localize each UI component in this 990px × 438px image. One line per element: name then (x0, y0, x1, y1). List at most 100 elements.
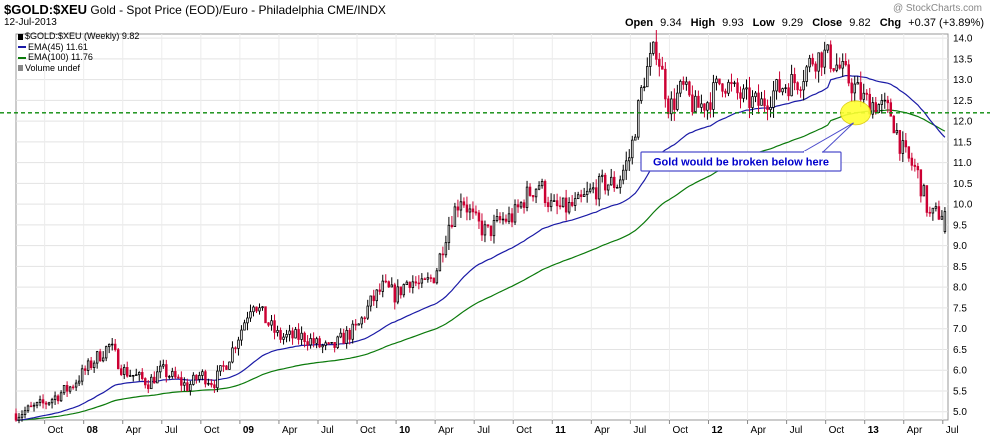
candle-body (168, 376, 171, 378)
candle-body (393, 284, 397, 303)
candle-body (679, 80, 682, 94)
candle-body (697, 95, 700, 108)
candle-body (616, 187, 619, 189)
candle-body (92, 362, 96, 368)
candle-body (934, 206, 938, 209)
candle-body (847, 64, 850, 84)
low-value: 9.29 (781, 17, 804, 29)
candle-body (80, 368, 84, 382)
candle-body (171, 371, 174, 377)
y-tick-label: 7.0 (953, 324, 967, 335)
candle-body (558, 205, 562, 208)
candle-body (901, 140, 905, 154)
open-value: 9.34 (660, 17, 682, 29)
legend-series: $GOLD:$XEU (Weekly) 9.82 (18, 31, 139, 42)
candle-body (600, 174, 604, 177)
candle-body (240, 329, 243, 341)
candle-body (35, 402, 39, 406)
x-tick-label: Apr (438, 425, 454, 436)
candle-body (546, 202, 550, 208)
candle-body (138, 372, 141, 376)
chg-label: Chg (879, 17, 902, 29)
candle-body (210, 382, 213, 386)
candle-body (189, 384, 192, 392)
candle-body (153, 376, 156, 384)
candle-body (498, 216, 502, 221)
candle-body (41, 399, 45, 404)
candle-body (925, 185, 929, 213)
candle-body (796, 82, 799, 91)
candle-body (919, 169, 923, 197)
candle-body (805, 66, 808, 82)
candle-body (480, 220, 484, 236)
candle-body (937, 206, 941, 220)
candle-body (333, 341, 336, 348)
candle-body (781, 88, 784, 93)
legend-ema45-label: EMA(45) 11.61 (28, 41, 88, 52)
x-tick-label: Apr (751, 425, 767, 436)
candle-body (417, 282, 421, 285)
candle-body (276, 330, 279, 333)
candle-body (579, 194, 583, 197)
y-tick-label: 11.0 (953, 158, 972, 169)
candle-body (661, 65, 664, 70)
candle-body (814, 63, 817, 72)
x-tick-label: Jul (790, 425, 803, 436)
candle-body (721, 83, 724, 92)
brand-watermark: @ StockCharts.com (892, 3, 982, 14)
candle-body (603, 174, 607, 191)
candle-body (709, 102, 712, 110)
y-tick-label: 6.0 (953, 366, 967, 377)
candle-body (748, 87, 751, 108)
candle-body (685, 81, 688, 85)
candle-body (357, 323, 360, 326)
candle-body (898, 130, 902, 154)
candle-body (204, 371, 207, 385)
candle-body (492, 220, 496, 237)
candle-body (829, 44, 832, 69)
candle-body (291, 330, 294, 339)
candle-body (751, 96, 754, 108)
candle-body (177, 376, 180, 379)
y-tick-label: 12.5 (953, 96, 973, 107)
candle-body (366, 305, 369, 319)
candle-body (862, 92, 865, 100)
candle-body (718, 78, 721, 85)
candle-body (501, 218, 505, 221)
candle-body (582, 194, 586, 197)
x-tick-label: Jul (477, 425, 490, 436)
candle-body (489, 225, 493, 237)
y-tick-label: 5.5 (953, 386, 967, 397)
candle-body (922, 185, 926, 197)
candle-body (658, 58, 661, 67)
candle-body (450, 224, 454, 227)
legend-volume-label: Volume undef (25, 62, 81, 73)
candle-body (336, 336, 339, 348)
candle-body (56, 395, 60, 402)
candle-body (222, 365, 225, 367)
candle-body (321, 345, 324, 348)
x-tick-label: Apr (594, 425, 610, 436)
candle-body (107, 343, 111, 348)
candle-body (141, 372, 144, 380)
candle-body (880, 100, 884, 105)
x-tick-label: Apr (282, 425, 298, 436)
candle-body (525, 186, 529, 208)
candle-body (348, 329, 351, 340)
candle-body (330, 341, 333, 344)
candle-body (258, 307, 261, 312)
candle-body (267, 322, 270, 326)
candle-body (65, 385, 69, 392)
candle-body (766, 105, 769, 111)
candle-body (682, 80, 685, 85)
candle-body (841, 61, 844, 69)
candle-body (129, 375, 132, 377)
quote-summary: Open 9.34 High 9.93 Low 9.29 Close 9.82 … (625, 17, 984, 29)
candle-body (282, 336, 285, 340)
candle-body (474, 211, 478, 214)
y-tick-label: 12.0 (953, 117, 973, 128)
candle-body (147, 384, 150, 390)
candle-body (811, 57, 814, 65)
candle-body (904, 140, 908, 148)
candle-body (324, 342, 327, 346)
